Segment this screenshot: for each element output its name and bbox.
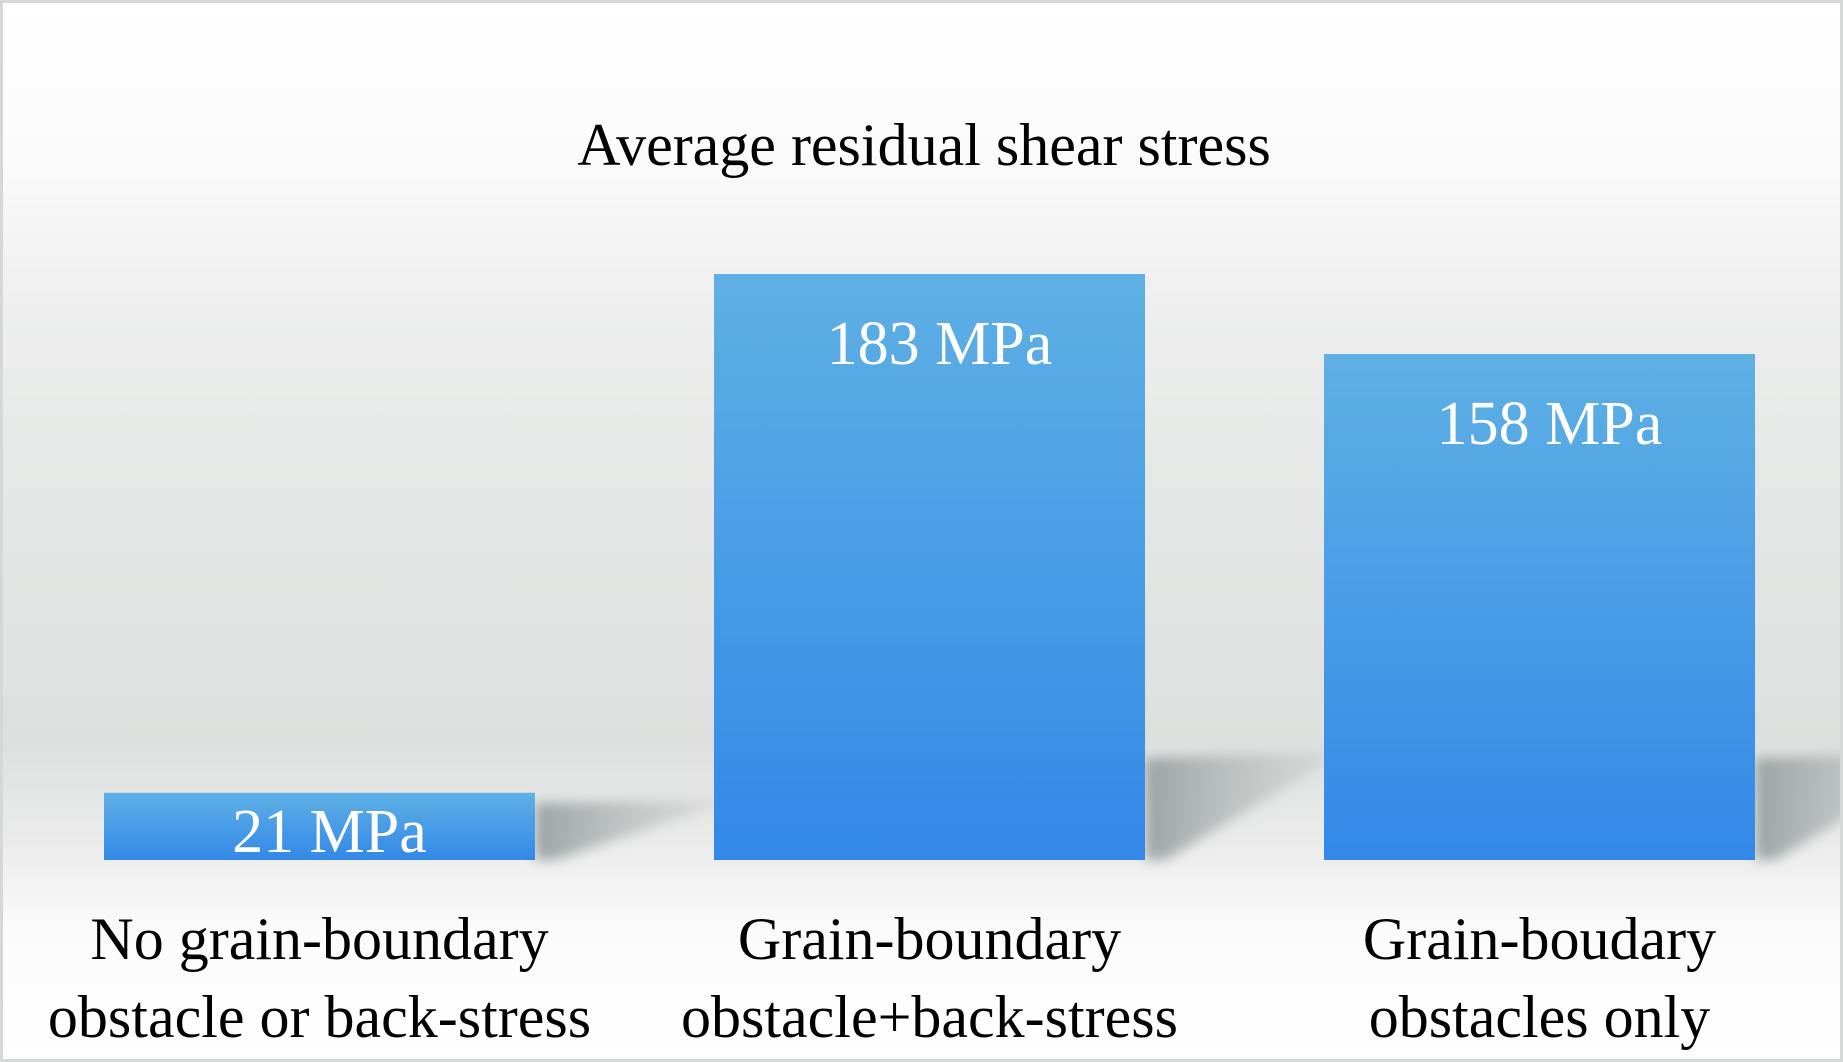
bar-shadow: [1145, 752, 1345, 860]
tick-label-1-line-2: obstacle or back-stress: [48, 984, 591, 1050]
data-label-3: 158 MPa: [1437, 390, 1663, 458]
bar-shadow: [535, 799, 735, 860]
data-label-2: 183 MPa: [827, 310, 1053, 378]
tick-label-3-line-2: obstacles only: [1369, 984, 1711, 1050]
bar-chart: Average residual shear stress 21 MPa 183 …: [48, 112, 1840, 1050]
bar-2: [714, 274, 1145, 860]
bar-1: [104, 792, 535, 860]
category-tick-labels: No grain-boundary obstacle or back-stress…: [48, 906, 1716, 1050]
bar-shadow: [1755, 755, 1840, 860]
tick-label-1-line-1: No grain-boundary: [90, 906, 548, 972]
data-label-1: 21 MPa: [232, 798, 427, 866]
bars: [104, 274, 1755, 860]
bar-shadows: [535, 752, 1840, 860]
data-labels: 21 MPa 183 MPa 158 MPa: [232, 310, 1662, 866]
tick-label-3-line-1: Grain-boudary: [1363, 906, 1716, 972]
bar-3: [1324, 354, 1755, 860]
tick-label-2-line-2: obstacle+back-stress: [681, 984, 1178, 1050]
tick-label-2-line-1: Grain-boundary: [738, 906, 1121, 972]
chart-title: Average residual shear stress: [577, 112, 1271, 178]
